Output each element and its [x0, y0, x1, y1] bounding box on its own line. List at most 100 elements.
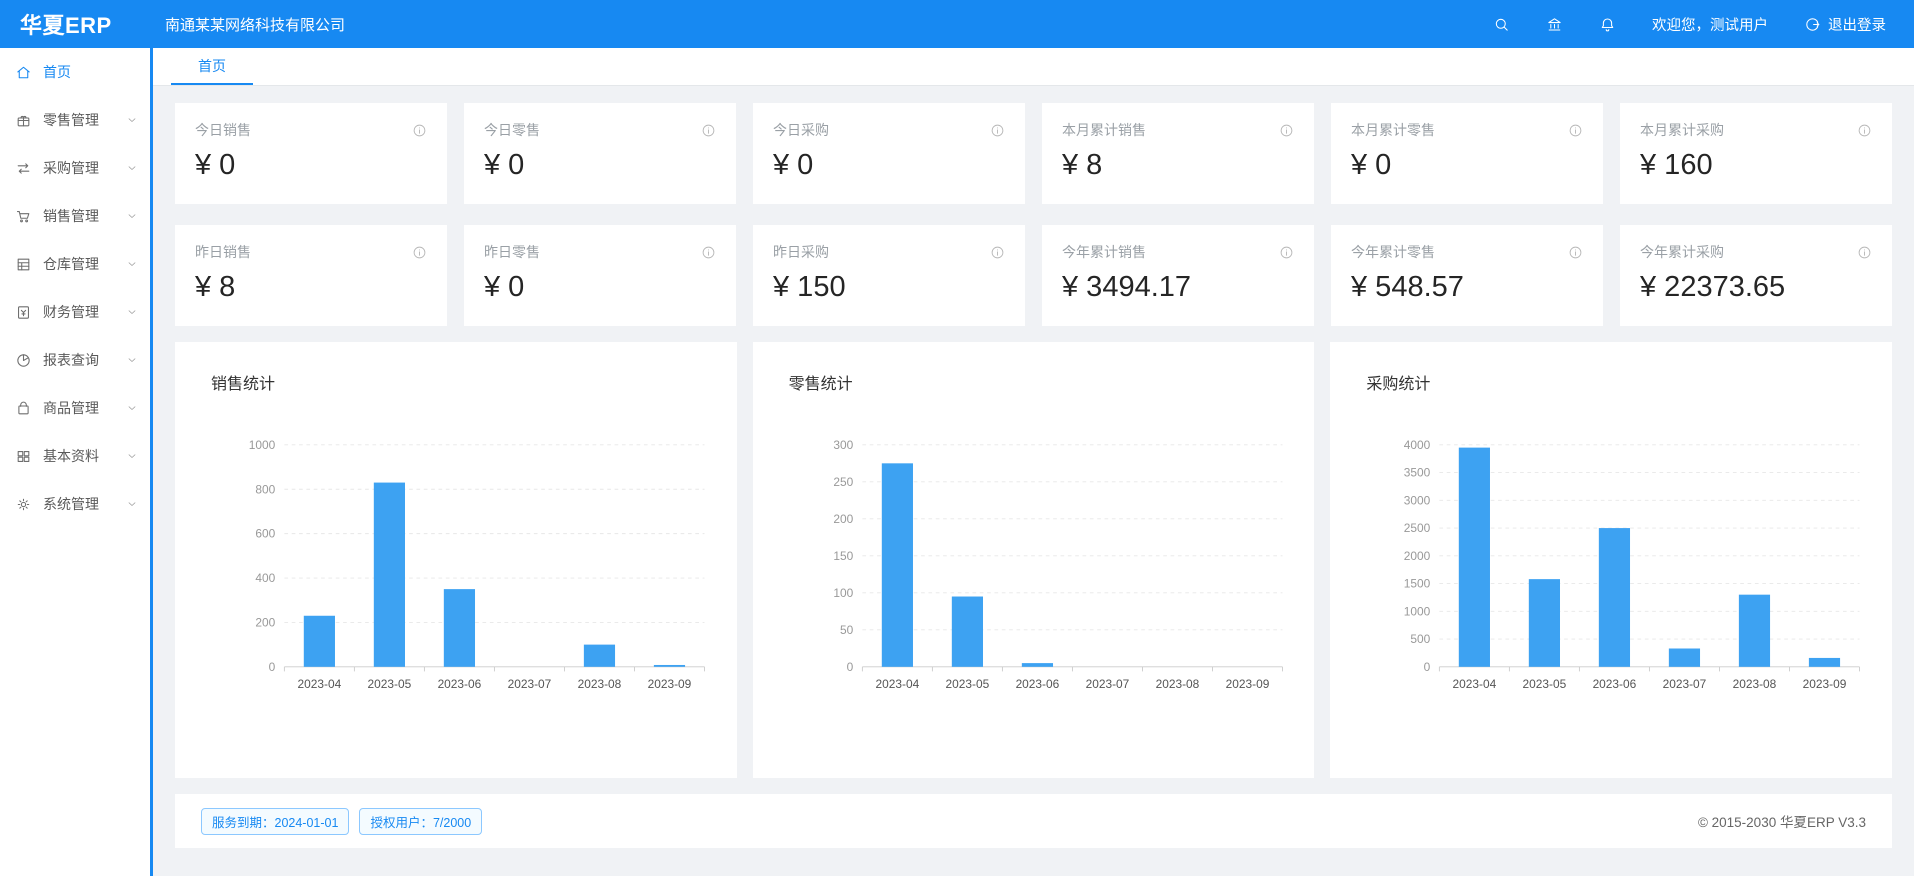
stat-value: ¥ 0 — [773, 149, 814, 181]
footer-badge: 服务到期：2024-01-01 — [201, 807, 350, 835]
sidebar-item-system[interactable]: 系统管理 — [0, 480, 150, 528]
info-icon[interactable] — [1857, 123, 1872, 138]
sidebar-item-label: 零售管理 — [43, 112, 99, 128]
sidebar-item-home[interactable]: 首页 — [0, 48, 150, 96]
sidebar-item-sales[interactable]: 销售管理 — [0, 192, 150, 240]
tab-bar: 首页 — [153, 48, 1914, 86]
info-icon[interactable] — [701, 245, 716, 260]
sidebar-item-basicdata[interactable]: 基本资料 — [0, 432, 150, 480]
info-icon[interactable] — [1568, 123, 1583, 138]
bar-chart-svg: 0 500 1000 1500 2000 2500 3000 3500 4000 2023-04 2… — [1404, 438, 1861, 691]
chevron-down-icon — [126, 354, 138, 366]
bar-2023-08 — [583, 644, 616, 667]
sidebar-item-retail[interactable]: 零售管理 — [0, 96, 150, 144]
info-icon[interactable] — [412, 123, 427, 138]
chevron-down-icon — [126, 498, 138, 510]
bar-chart-svg: 0 50 100 150 200 250 300 2023-04 2023-05 2023-06 2… — [833, 438, 1283, 691]
info-icon[interactable] — [990, 245, 1005, 260]
stat-card: 昨日零售 ¥ 0 — [464, 225, 736, 326]
bell-icon[interactable] — [1599, 16, 1616, 33]
bar-2023-04 — [881, 463, 913, 667]
info-icon[interactable] — [701, 123, 716, 138]
svg-text:2023-07: 2023-07 — [1663, 677, 1707, 691]
sidebar-item-purchase[interactable]: 采购管理 — [0, 144, 150, 192]
logout-button[interactable]: 退出登录 — [1804, 14, 1886, 35]
stat-label: 本月累计销售 — [1062, 122, 1146, 138]
stat-value: ¥ 160 — [1640, 149, 1713, 181]
stat-value: ¥ 22373.65 — [1640, 271, 1786, 303]
stat-label: 今年累计销售 — [1062, 244, 1146, 260]
svg-text:2023-09: 2023-09 — [648, 677, 692, 691]
svg-text:2023-08: 2023-08 — [1733, 677, 1777, 691]
info-icon[interactable] — [1279, 245, 1294, 260]
svg-text:2023-05: 2023-05 — [1523, 677, 1567, 691]
stat-card: 今日零售 ¥ 0 — [464, 103, 736, 204]
svg-text:3000: 3000 — [1404, 493, 1431, 507]
search-icon[interactable] — [1493, 16, 1510, 33]
svg-text:500: 500 — [1411, 632, 1431, 646]
svg-text:2000: 2000 — [1404, 549, 1431, 563]
svg-text:4000: 4000 — [1404, 438, 1431, 452]
bar-chart: 0 200 400 600 800 1000 2023-04 2023-05 2023-06 20… — [211, 398, 725, 743]
bar-2023-06 — [443, 589, 476, 667]
report-icon — [15, 352, 32, 369]
sidebar-item-finance[interactable]: 财务管理 — [0, 288, 150, 336]
basic-data-icon — [15, 448, 32, 465]
bar-2023-07 — [1669, 648, 1701, 667]
stat-label: 本月累计零售 — [1351, 122, 1435, 138]
stat-label: 今年累计零售 — [1351, 244, 1435, 260]
info-icon[interactable] — [1279, 123, 1294, 138]
svg-text:2023-04: 2023-04 — [298, 677, 342, 691]
tab-home[interactable]: 首页 — [171, 48, 253, 85]
info-icon[interactable] — [990, 123, 1005, 138]
header-right: 欢迎您，测试用户 退出登录 — [1493, 14, 1914, 35]
bar-2023-04 — [1459, 447, 1491, 667]
content-inner: 今日销售 ¥ 0 今日零售 ¥ 0 今日采购 ¥ 0 本月累计销售 ¥ 8 本月… — [153, 86, 1914, 848]
stat-value: ¥ 3494.17 — [1062, 271, 1192, 303]
svg-text:2023-04: 2023-04 — [875, 677, 919, 691]
copyright: © 2015-2030 华夏ERP V3.3 — [1697, 815, 1866, 830]
company-name: 南通某某网络科技有限公司 — [165, 16, 346, 34]
sidebar-item-label: 仓库管理 — [43, 256, 99, 272]
svg-text:2023-05: 2023-05 — [368, 677, 412, 691]
chevron-down-icon — [126, 306, 138, 318]
bank-icon[interactable] — [1546, 16, 1563, 33]
svg-text:400: 400 — [255, 571, 275, 585]
sidebar-item-report[interactable]: 报表查询 — [0, 336, 150, 384]
sidebar-item-label: 系统管理 — [43, 496, 99, 512]
stat-label: 本月累计采购 — [1640, 122, 1724, 138]
welcome-user[interactable]: 欢迎您，测试用户 — [1652, 17, 1768, 34]
stat-card: 今日采购 ¥ 0 — [753, 103, 1025, 204]
stat-value: ¥ 0 — [195, 149, 236, 181]
svg-text:150: 150 — [833, 549, 853, 563]
svg-text:300: 300 — [833, 438, 853, 452]
footer-badges: 服务到期：2024-01-01 授权用户：7/2000 — [201, 807, 483, 835]
stat-card: 本月累计零售 ¥ 0 — [1331, 103, 1603, 204]
stat-value: ¥ 8 — [195, 271, 236, 303]
svg-text:2023-04: 2023-04 — [1453, 677, 1497, 691]
sidebar-item-label: 销售管理 — [43, 208, 99, 224]
product-icon — [15, 400, 32, 417]
sidebar-item-warehouse[interactable]: 仓库管理 — [0, 240, 150, 288]
stat-label: 今日采购 — [773, 122, 829, 138]
info-icon[interactable] — [1568, 245, 1583, 260]
stat-card: 今年累计销售 ¥ 3494.17 — [1042, 225, 1314, 326]
sidebar-item-label: 财务管理 — [43, 304, 99, 320]
sidebar: 首页 零售管理 采购管理 销售管理 仓库管理 财务管理 报表查询 商品管理 基本… — [0, 48, 150, 876]
sider-divider — [150, 48, 153, 876]
chart-title: 采购统计 — [1366, 376, 1431, 393]
info-icon[interactable] — [412, 245, 427, 260]
content-area: 首页 今日销售 ¥ 0 今日零售 ¥ 0 今日采购 ¥ 0 本月累计销售 ¥ 8… — [153, 48, 1914, 876]
svg-text:2023-05: 2023-05 — [945, 677, 989, 691]
svg-text:200: 200 — [833, 512, 853, 526]
bar-2023-09 — [1809, 657, 1841, 667]
footer-bar: 服务到期：2024-01-01 授权用户：7/2000 © 2015-2030 华… — [175, 794, 1892, 848]
chevron-down-icon — [126, 114, 138, 126]
svg-text:1500: 1500 — [1404, 577, 1431, 591]
warehouse-icon — [15, 256, 32, 273]
sidebar-item-product[interactable]: 商品管理 — [0, 384, 150, 432]
bar-2023-04 — [303, 615, 335, 667]
sidebar-item-label: 采购管理 — [43, 160, 99, 176]
bar-chart-svg: 0 200 400 600 800 1000 2023-04 2023-05 2023-06 20… — [249, 438, 705, 691]
info-icon[interactable] — [1857, 245, 1872, 260]
